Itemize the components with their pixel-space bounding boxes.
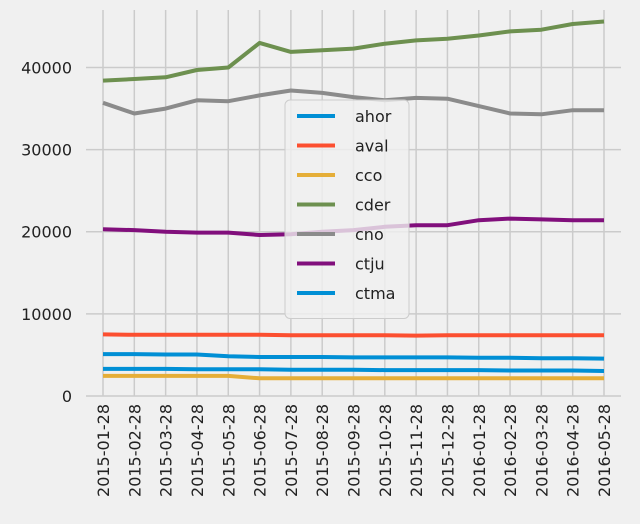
legend-label-cco: cco: [355, 166, 382, 185]
x-tick-label: 2015-03-28: [157, 404, 176, 497]
x-tick-label: 2015-09-28: [345, 404, 364, 497]
legend-label-ctma: ctma: [355, 284, 395, 303]
x-tick-label: 2015-10-28: [376, 404, 395, 497]
x-tick-label: 2016-02-28: [501, 404, 520, 497]
series-line-ctma: [103, 366, 605, 373]
legend-label-aval: aval: [355, 137, 389, 156]
y-tick-label: 20000: [21, 223, 72, 242]
legend-label-ctju: ctju: [355, 255, 385, 274]
x-tick-label: 2015-06-28: [251, 404, 270, 497]
x-tick-label: 2015-02-28: [125, 404, 144, 497]
x-tick-label: 2016-04-28: [564, 404, 583, 497]
y-tick-label: 30000: [21, 141, 72, 160]
legend-label-ahor: ahor: [355, 107, 392, 126]
x-tick-label: 2015-11-28: [407, 404, 426, 497]
series-line-ahor: [103, 352, 605, 361]
x-tick-label: 2016-05-28: [595, 404, 614, 497]
y-tick-label: 10000: [21, 305, 72, 324]
x-tick-label: 2015-07-28: [282, 404, 301, 497]
series-line-cco: [103, 373, 604, 381]
x-tick-label: 2015-01-28: [94, 404, 113, 497]
legend-label-cder: cder: [355, 196, 391, 215]
x-tick-label: 2015-08-28: [313, 404, 332, 497]
x-tick-label: 2016-03-28: [532, 404, 551, 497]
series-line-aval: [102, 332, 604, 338]
y-tick-label: 40000: [21, 58, 72, 77]
x-tick-label: 2015-04-28: [188, 404, 207, 497]
x-tick-label: 2015-12-28: [438, 404, 457, 497]
x-tick-label: 2015-05-28: [219, 404, 238, 497]
y-tick-label: 0: [62, 387, 72, 406]
series-line-cder: [102, 19, 605, 83]
series-line-cno: [102, 88, 604, 117]
legend-label-cno: cno: [355, 225, 384, 244]
x-tick-label: 2016-01-28: [470, 404, 489, 497]
